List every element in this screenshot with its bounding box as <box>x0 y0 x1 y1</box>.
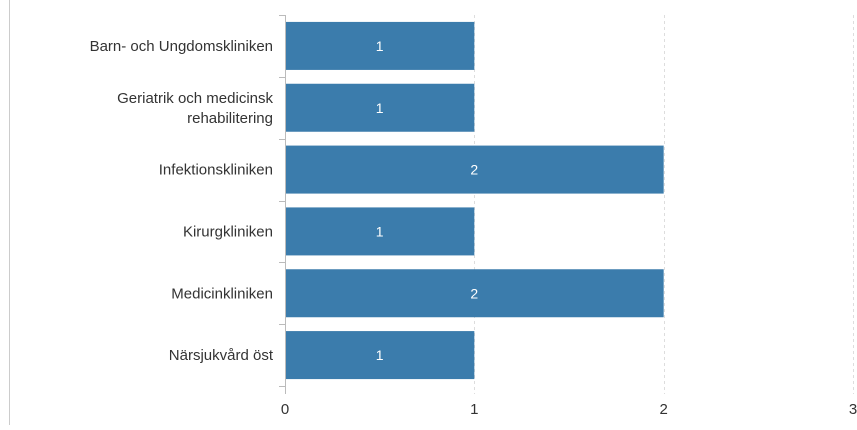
grid-lines <box>474 15 854 394</box>
x-tick-label: 3 <box>849 401 857 418</box>
bar-value-label: 2 <box>470 162 478 178</box>
labels: 1 1 2 1 2 1 Barn- och Ungdomskliniken Geriatrik… <box>90 38 857 418</box>
category-label: Infektionskliniken <box>159 162 273 179</box>
axes <box>9 0 286 425</box>
bar <box>285 21 475 70</box>
bar <box>285 269 664 318</box>
x-tick-label: 1 <box>470 401 478 418</box>
category-label: Geriatrik och medicinsk <box>117 90 273 107</box>
category-label: Medicinkliniken <box>171 285 273 302</box>
x-tick-label: 2 <box>659 401 667 418</box>
bar <box>285 145 664 194</box>
bar-value-label: 1 <box>376 223 384 239</box>
x-tick-label: 0 <box>281 401 289 418</box>
bar-value-label: 1 <box>376 100 384 116</box>
bars <box>285 21 664 380</box>
category-label: Närsjukvård öst <box>169 347 274 364</box>
bar-value-label: 1 <box>376 38 384 54</box>
bar <box>285 83 475 132</box>
category-label: rehabilitering <box>187 110 273 127</box>
bar <box>285 331 475 380</box>
bar <box>285 207 475 256</box>
bar-value-label: 1 <box>376 347 384 363</box>
bar-value-label: 2 <box>470 285 478 301</box>
category-label: Kirurgkliniken <box>183 223 273 240</box>
category-label: Barn- och Ungdomskliniken <box>90 38 273 55</box>
